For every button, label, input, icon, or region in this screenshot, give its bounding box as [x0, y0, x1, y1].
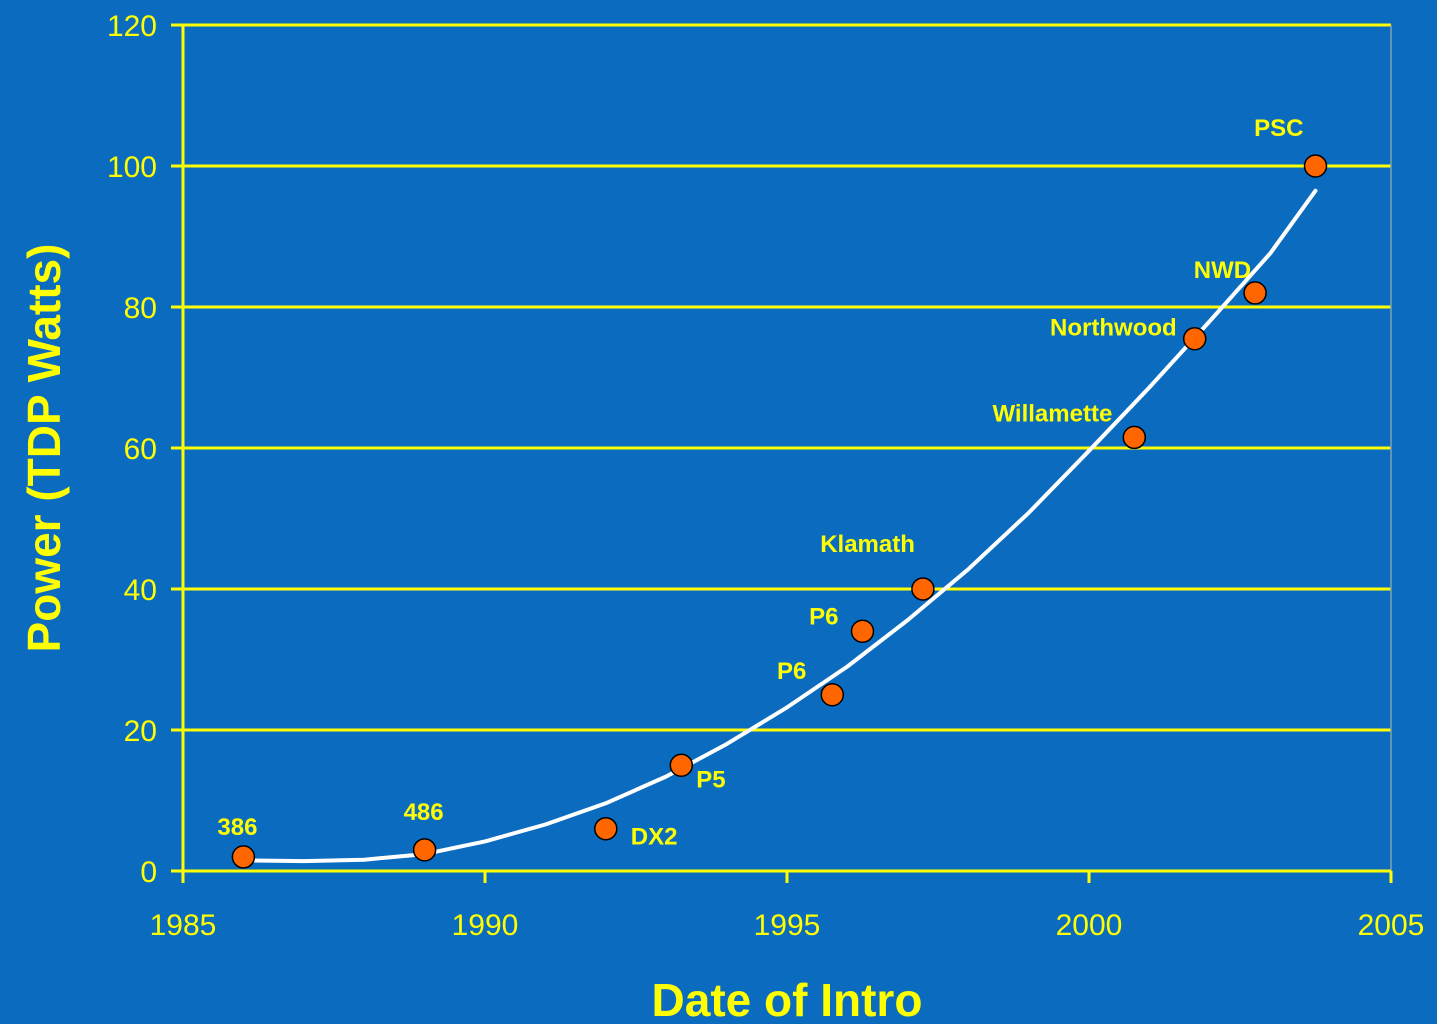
axes	[171, 23, 1393, 883]
x-tick-label-2000: 2000	[1056, 909, 1123, 942]
tick-labels: 0 20 40 60 80 100 120 1985 1990 1995 2000 2005	[107, 10, 1424, 942]
point-label-p6: P6	[809, 603, 838, 630]
point-label-nwd: NWD	[1194, 257, 1251, 284]
y-tick-label-80: 80	[124, 292, 157, 325]
y-tick-label-0: 0	[140, 856, 157, 889]
point-label-p6: P6	[777, 658, 806, 685]
data-point-willamette	[1122, 425, 1147, 450]
data-point-dx2	[594, 816, 618, 841]
point-label-dx2: DX2	[631, 824, 678, 851]
point-label-willamette: Willamette	[992, 400, 1112, 427]
trendline	[241, 188, 1318, 864]
y-axis-title: Power (TDP Watts)	[18, 244, 70, 653]
y-tick-label-120: 120	[107, 10, 157, 43]
gridlines	[183, 23, 1392, 871]
data-point-p6	[820, 683, 845, 707]
x-tick-label-1985: 1985	[150, 909, 217, 942]
x-tick-label-1990: 1990	[452, 909, 519, 942]
point-label-p5: P5	[696, 766, 725, 793]
y-tick-label-40: 40	[124, 574, 157, 607]
x-tick-label-1995: 1995	[754, 909, 821, 942]
y-tick-label-20: 20	[124, 715, 157, 748]
x-tick-label-2005: 2005	[1358, 909, 1425, 942]
data-point-psc	[1303, 154, 1328, 178]
point-label-northwood: Northwood	[1050, 315, 1177, 342]
trendline-group	[241, 188, 1318, 864]
data-points	[231, 154, 1328, 869]
point-labels: 386 486 DX2 P5 P6 P6 Klamath Willamette Northwoo…	[217, 115, 1303, 851]
data-point-p6	[850, 619, 875, 644]
x-axis-title: Date of Intro	[652, 974, 923, 1024]
data-point-northwood	[1182, 326, 1207, 351]
data-point-486	[412, 838, 437, 862]
data-point-klamath	[911, 577, 935, 601]
data-point-nwd	[1243, 281, 1267, 305]
y-tick-label-60: 60	[124, 433, 157, 466]
point-label-klamath: Klamath	[820, 531, 915, 558]
data-point-p5	[669, 753, 694, 777]
point-label-psc: PSC	[1254, 115, 1303, 142]
y-tick-label-100: 100	[107, 151, 157, 184]
point-label-386: 386	[217, 814, 257, 841]
point-label-486: 486	[404, 799, 444, 826]
data-point-386	[231, 845, 256, 869]
